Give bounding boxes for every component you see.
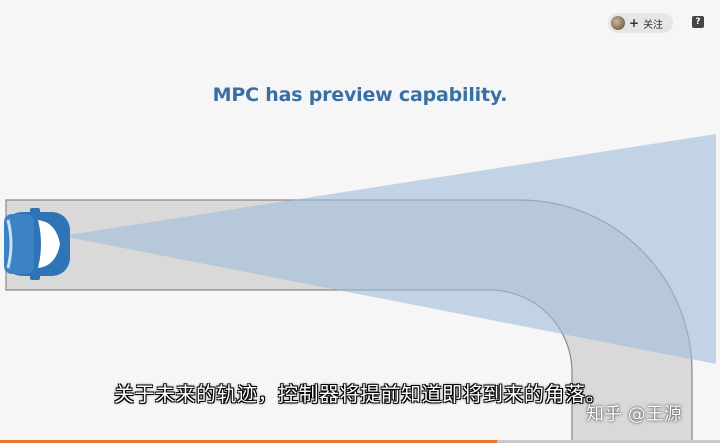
progress-fill	[0, 440, 497, 443]
video-subtitle: 关于未来的轨迹，控制器将提前知道即将到来的角落。	[114, 382, 606, 406]
watermark: 知乎 @王源	[586, 404, 682, 425]
help-icon[interactable]: ?	[692, 16, 704, 28]
avatar-icon	[611, 16, 625, 30]
progress-bar[interactable]	[0, 440, 720, 443]
car-icon	[4, 208, 70, 280]
follow-button[interactable]: + 关注	[608, 13, 674, 33]
follow-label: 关注	[643, 19, 664, 31]
slide-title: MPC has preview capability.	[212, 84, 508, 106]
preview-cone	[62, 134, 716, 364]
plus-icon: +	[629, 16, 640, 30]
